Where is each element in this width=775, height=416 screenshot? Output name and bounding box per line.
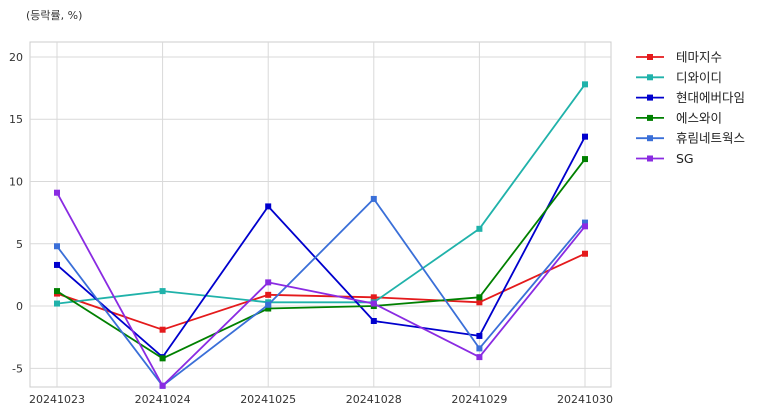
x-axis-ticks: 20241023 20241024 20241025 20241028 20241029… <box>29 393 613 406</box>
series-line <box>56 158 586 360</box>
legend-item: 현대에버다임 <box>636 90 745 105</box>
data-point <box>582 81 588 88</box>
data-point <box>476 354 483 361</box>
data-point <box>54 300 60 307</box>
data-point <box>159 382 166 389</box>
data-point <box>370 300 377 307</box>
data-point <box>54 288 60 295</box>
legend-marker <box>647 94 653 101</box>
y-tick-label: 20 <box>9 51 23 64</box>
series-group <box>54 81 588 389</box>
legend-marker <box>647 135 653 142</box>
plot-area <box>29 41 612 388</box>
legend-label: 현대에버다임 <box>676 90 745 105</box>
data-point <box>159 288 166 295</box>
data-point <box>159 326 166 333</box>
series-line <box>56 192 586 387</box>
data-point <box>582 133 588 140</box>
unit-label: (등락률, %) <box>26 9 82 22</box>
data-point <box>476 294 483 301</box>
legend-item: 디와이디 <box>636 70 722 85</box>
legend-label: 휴림네트웍스 <box>676 131 745 146</box>
data-point <box>265 305 272 312</box>
data-point <box>370 317 377 324</box>
y-tick-label: 15 <box>9 113 23 126</box>
x-tick-label: 20241024 <box>135 393 191 406</box>
series-line <box>56 136 586 359</box>
series-line <box>56 83 586 305</box>
grid <box>30 42 611 387</box>
legend-item: 테마지수 <box>636 50 722 65</box>
legend-item: 에스와이 <box>636 110 722 125</box>
data-point <box>582 250 588 257</box>
series-line <box>56 252 586 331</box>
data-point <box>582 223 588 230</box>
y-axis-ticks: -5 0 5 10 15 20 <box>9 51 23 375</box>
data-point <box>370 195 377 202</box>
data-point <box>582 156 588 163</box>
legend-label: SG <box>676 151 694 166</box>
data-point <box>476 332 483 339</box>
legend-marker <box>647 74 653 81</box>
y-tick-label: -5 <box>12 362 23 375</box>
legend-marker <box>647 155 653 162</box>
x-tick-label: 20241028 <box>346 393 402 406</box>
x-tick-label: 20241029 <box>451 393 507 406</box>
data-point <box>265 203 272 210</box>
data-point <box>370 294 377 301</box>
data-point <box>476 299 483 306</box>
y-tick-label: 10 <box>9 175 23 188</box>
x-tick-label: 20241030 <box>557 393 613 406</box>
series-6 <box>54 189 588 389</box>
x-tick-label: 20241025 <box>240 393 296 406</box>
legend-item: 휴림네트웍스 <box>636 131 745 146</box>
legend-label: 디와이디 <box>676 70 722 85</box>
data-point <box>476 225 483 232</box>
legend-label: 에스와이 <box>676 110 722 125</box>
legend-item: SG <box>636 151 694 166</box>
data-point <box>54 261 60 268</box>
data-point <box>265 301 272 308</box>
data-point <box>476 345 483 352</box>
data-point <box>265 291 272 298</box>
data-point <box>54 189 60 196</box>
y-tick-label: 0 <box>16 300 23 313</box>
data-point <box>265 279 272 286</box>
data-point <box>159 355 166 362</box>
x-tick-label: 20241023 <box>29 393 85 406</box>
legend-marker <box>647 114 653 121</box>
data-point <box>54 243 60 250</box>
legend-label: 테마지수 <box>676 50 722 65</box>
legend-marker <box>647 54 653 60</box>
series-line <box>56 197 586 387</box>
data-point <box>582 219 588 226</box>
y-tick-label: 5 <box>16 238 23 251</box>
